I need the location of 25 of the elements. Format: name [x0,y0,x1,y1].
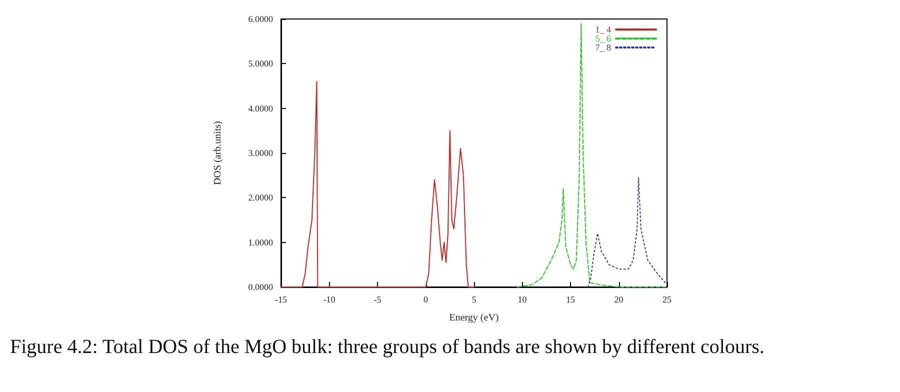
legend-label: 1_ 4 [595,24,612,34]
legend-label: 5_ 6 [595,34,612,44]
x-tick-label: -15 [275,294,288,304]
x-tick-label: -10 [323,294,336,304]
x-tick-label: 25 [662,294,672,304]
x-tick-label: 10 [518,294,528,304]
caption: Figure 4.2: Total DOS of the MgO bulk: three groups of bands are shown by different colours. [10,335,766,360]
y-tick-label: 0.0000 [248,282,274,292]
x-tick-label: 5 [472,294,477,304]
line-series [587,177,668,288]
x-tick-label: 20 [614,294,624,304]
y-axis-title: DOS (arb.units) [212,121,224,185]
y-tick-label: 4.0000 [248,103,274,114]
legend-label: 7_ 8 [595,42,612,52]
y-tick-label: 3.0000 [248,148,274,158]
x-axis-title: Energy (eV) [449,312,499,324]
x-tick-label: 15 [566,294,576,304]
x-tick-label: -5 [374,294,382,304]
y-tick-label: 2.0000 [248,192,274,203]
x-tick-label: 0 [424,294,428,304]
line-series [516,22,668,288]
line-series [280,81,474,288]
y-tick-label: 5.0000 [248,58,274,69]
y-tick-label: 6.0000 [248,14,274,24]
y-tick-label: 1.0000 [248,237,274,248]
